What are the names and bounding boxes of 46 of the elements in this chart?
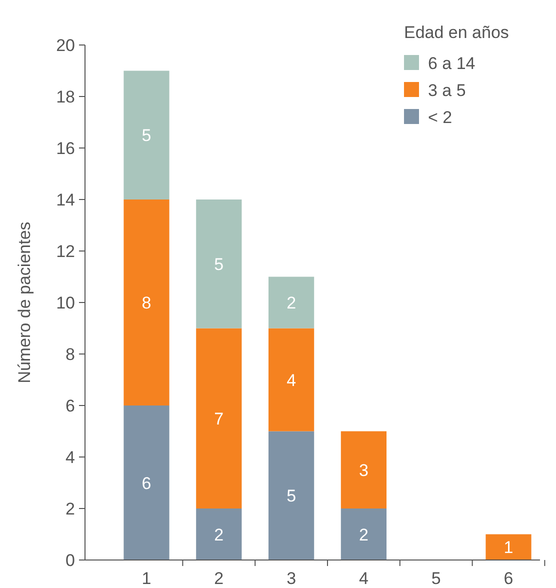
y-axis-title: Número de pacientes <box>15 222 34 384</box>
data-label: 3 <box>358 460 368 480</box>
bar <box>124 70 170 200</box>
data-label: 5 <box>286 486 296 506</box>
bar <box>340 508 387 560</box>
data-label: 5 <box>142 126 152 146</box>
bar <box>268 276 314 328</box>
bar <box>486 534 532 560</box>
y-tick-label: 16 <box>56 139 75 158</box>
x-tick-label: 6 <box>504 569 514 588</box>
y-tick-label: 2 <box>66 500 75 518</box>
legend-label: 3 a 5 <box>428 81 466 100</box>
y-tick-label: 12 <box>56 242 75 261</box>
x-tick-label: 1 <box>142 569 152 588</box>
bar <box>196 508 242 560</box>
y-tick-label: 4 <box>66 448 75 467</box>
y-tick-label: 18 <box>56 88 75 106</box>
x-tick-label: 5 <box>431 569 441 588</box>
legend-label: 6 a 14 <box>428 54 476 73</box>
y-tick-label: 10 <box>56 294 75 312</box>
data-label: 4 <box>286 370 296 390</box>
data-label: 5 <box>214 254 224 274</box>
data-label: 1 <box>504 538 514 558</box>
legend-title: Edad en años <box>404 23 509 42</box>
y-tick-label: 8 <box>66 345 75 364</box>
bar <box>124 200 170 406</box>
legend-label: < 2 <box>428 108 452 127</box>
data-label: 6 <box>142 474 152 493</box>
bar <box>196 200 242 328</box>
bar <box>340 431 387 508</box>
bar <box>196 328 242 508</box>
data-label: 8 <box>142 294 152 312</box>
data-label: 2 <box>358 525 368 544</box>
x-tick-label: 3 <box>286 569 296 588</box>
y-tick-label: 20 <box>56 36 75 55</box>
bar <box>268 328 314 432</box>
y-tick-label: 0 <box>66 551 75 570</box>
data-label: 2 <box>214 525 224 544</box>
data-label: 7 <box>214 409 224 428</box>
data-label: 2 <box>286 294 296 312</box>
bar <box>268 431 314 560</box>
y-tick-label: 6 <box>66 396 75 416</box>
x-tick-label: 2 <box>214 569 224 588</box>
bar <box>124 406 170 560</box>
y-tick-label: 14 <box>56 190 75 210</box>
x-tick-label: 4 <box>358 569 368 588</box>
